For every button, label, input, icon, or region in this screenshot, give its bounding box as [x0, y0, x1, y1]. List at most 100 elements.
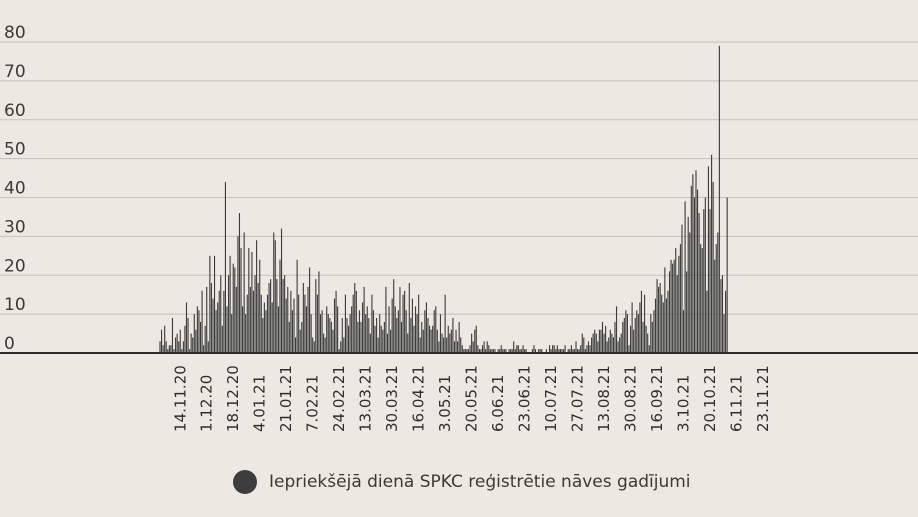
- bar: [252, 290, 255, 353]
- bar: [581, 333, 583, 353]
- bar: [690, 185, 692, 353]
- bar: [335, 290, 337, 353]
- bar: [647, 333, 649, 353]
- bar: [280, 228, 283, 353]
- bar: [212, 298, 214, 353]
- bar: [598, 329, 600, 353]
- bar: [432, 325, 434, 353]
- bar: [480, 349, 482, 353]
- bar: [697, 189, 699, 353]
- bar: [538, 349, 540, 353]
- bar: [321, 310, 323, 353]
- bar: [449, 333, 451, 353]
- bar: [182, 341, 184, 353]
- x-tick-label: 18.12.20: [224, 365, 242, 432]
- bar: [689, 232, 691, 353]
- bar: [430, 329, 432, 353]
- bar: [664, 267, 666, 353]
- bar: [455, 329, 457, 353]
- y-tick-label: 70: [4, 62, 26, 82]
- bar: [467, 349, 470, 353]
- bar: [489, 349, 491, 353]
- x-tick-label: 24.02.21: [330, 365, 348, 432]
- bar: [497, 349, 499, 353]
- bar: [707, 166, 710, 353]
- bar: [296, 259, 298, 353]
- bar: [408, 283, 410, 353]
- bar: [572, 349, 574, 353]
- bar: [424, 310, 426, 353]
- bar: [481, 345, 484, 353]
- bar: [293, 298, 295, 353]
- bar: [168, 345, 170, 353]
- bar: [363, 286, 365, 353]
- bar: [298, 294, 300, 353]
- bar: [193, 314, 195, 354]
- bar: [262, 318, 264, 353]
- bar: [615, 306, 618, 353]
- bar: [461, 345, 463, 353]
- bar: [181, 349, 183, 353]
- bar: [383, 321, 385, 353]
- x-tick-label: 4.01.21: [251, 375, 269, 432]
- bar: [405, 310, 407, 353]
- x-tick-label: 1.12.20: [198, 375, 216, 432]
- bar: [170, 345, 172, 353]
- bar: [167, 349, 169, 353]
- x-tick-label: 3.05.21: [436, 375, 454, 432]
- bar: [712, 181, 714, 353]
- bar: [217, 302, 219, 353]
- bar: [178, 341, 180, 353]
- bar: [414, 306, 417, 353]
- bar: [386, 333, 389, 353]
- bar: [715, 244, 717, 353]
- bar: [282, 279, 284, 353]
- bar: [251, 251, 253, 353]
- x-tick-label: 6.11.21: [728, 375, 746, 432]
- bar: [558, 349, 560, 353]
- y-tick-label: 0: [4, 334, 15, 354]
- bar: [578, 349, 580, 353]
- bar: [385, 286, 387, 353]
- bar: [714, 259, 716, 353]
- bar: [464, 349, 466, 353]
- bar: [263, 302, 265, 353]
- bar: [670, 259, 672, 353]
- bar: [686, 271, 688, 353]
- bar: [324, 337, 326, 353]
- bar: [550, 349, 552, 353]
- bar: [366, 306, 368, 353]
- bar: [614, 321, 616, 353]
- bar: [284, 275, 286, 353]
- bar: [372, 310, 375, 353]
- bar: [365, 314, 367, 354]
- bar: [240, 248, 242, 353]
- bar: [711, 154, 713, 353]
- bar: [425, 302, 427, 353]
- bar: [720, 279, 722, 353]
- bar: [305, 306, 308, 353]
- bar: [513, 341, 515, 353]
- bar: [249, 286, 251, 353]
- bar: [475, 325, 477, 353]
- bar: [444, 294, 446, 353]
- bar: [458, 321, 460, 353]
- bar: [460, 337, 462, 353]
- bar: [410, 318, 412, 353]
- bar: [344, 294, 346, 353]
- bar: [337, 306, 339, 353]
- bar: [726, 197, 728, 353]
- x-tick-label: 20.05.21: [463, 365, 481, 432]
- bar: [687, 216, 689, 353]
- bar: [304, 294, 306, 353]
- bar: [189, 349, 191, 353]
- bar: [718, 45, 720, 353]
- x-tick-label: 21.01.21: [277, 365, 295, 432]
- x-tick-label: 6.06.21: [489, 375, 507, 432]
- bar: [213, 255, 216, 353]
- bar: [651, 321, 653, 353]
- bar: [429, 325, 431, 353]
- bar: [516, 345, 518, 353]
- bar: [600, 329, 602, 353]
